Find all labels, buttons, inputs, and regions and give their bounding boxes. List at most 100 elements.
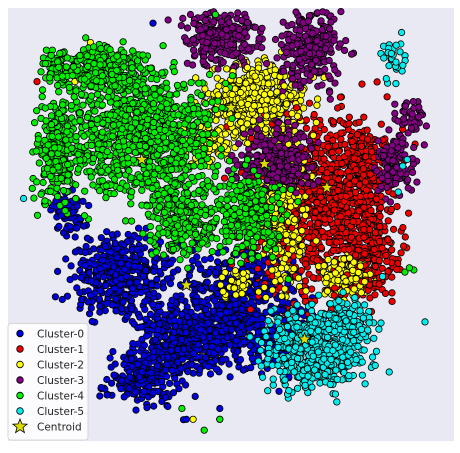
data-point-cluster-1 bbox=[401, 233, 409, 241]
data-point-cluster-3 bbox=[374, 137, 382, 145]
data-point-cluster-2 bbox=[231, 128, 240, 136]
data-point-cluster-0 bbox=[128, 355, 136, 363]
data-point-cluster-0 bbox=[287, 285, 296, 293]
data-point-cluster-0 bbox=[112, 295, 120, 303]
data-point-cluster-0 bbox=[226, 373, 234, 381]
data-point-cluster-0 bbox=[113, 254, 121, 262]
data-point-cluster-1 bbox=[381, 289, 390, 297]
data-point-cluster-1 bbox=[313, 256, 321, 264]
data-point-cluster-0 bbox=[141, 298, 149, 306]
data-point-cluster-0 bbox=[232, 336, 240, 345]
data-point-cluster-3 bbox=[347, 50, 356, 58]
data-point-cluster-3 bbox=[240, 130, 248, 138]
data-point-cluster-1 bbox=[350, 154, 358, 162]
data-point-cluster-0 bbox=[103, 228, 111, 236]
data-point-cluster-1 bbox=[345, 245, 353, 254]
data-point-cluster-2 bbox=[218, 273, 226, 281]
data-point-cluster-1 bbox=[338, 159, 346, 167]
data-point-cluster-1 bbox=[384, 217, 392, 225]
data-point-cluster-2 bbox=[356, 262, 365, 270]
data-point-cluster-0 bbox=[103, 391, 111, 399]
data-point-cluster-0 bbox=[239, 366, 247, 374]
data-point-cluster-0 bbox=[193, 253, 201, 261]
data-point-cluster-3 bbox=[382, 195, 390, 203]
data-point-cluster-1 bbox=[358, 80, 366, 88]
data-point-cluster-2 bbox=[345, 254, 354, 262]
data-point-cluster-1 bbox=[388, 289, 396, 297]
data-point-cluster-0 bbox=[110, 263, 118, 271]
data-point-cluster-0 bbox=[87, 291, 95, 299]
data-point-cluster-1 bbox=[337, 129, 345, 137]
data-point-cluster-0 bbox=[236, 355, 245, 364]
data-point-cluster-0 bbox=[118, 377, 126, 385]
data-point-cluster-3 bbox=[258, 24, 266, 32]
data-point-cluster-4 bbox=[187, 79, 195, 87]
data-point-cluster-2 bbox=[227, 276, 236, 284]
data-point-cluster-2 bbox=[231, 267, 239, 275]
data-point-cluster-1 bbox=[338, 224, 346, 232]
data-point-cluster-3 bbox=[409, 98, 417, 106]
data-point-cluster-1 bbox=[362, 153, 370, 161]
data-point-cluster-0 bbox=[167, 346, 175, 354]
data-point-cluster-1 bbox=[383, 93, 391, 101]
data-point-cluster-3 bbox=[420, 141, 428, 149]
data-point-cluster-2 bbox=[273, 97, 281, 105]
data-point-cluster-1 bbox=[329, 118, 337, 126]
data-point-cluster-2 bbox=[189, 415, 197, 423]
data-point-cluster-1 bbox=[377, 120, 385, 128]
data-point-cluster-0 bbox=[79, 197, 87, 205]
data-point-cluster-1 bbox=[387, 205, 395, 213]
data-point-cluster-0 bbox=[258, 314, 266, 323]
data-point-cluster-1 bbox=[367, 206, 375, 215]
data-point-cluster-0 bbox=[108, 379, 116, 387]
data-point-cluster-0 bbox=[170, 316, 179, 324]
data-point-cluster-0 bbox=[205, 333, 214, 341]
data-point-cluster-0 bbox=[150, 402, 158, 410]
data-point-cluster-2 bbox=[294, 274, 303, 282]
data-point-cluster-0 bbox=[73, 224, 81, 232]
data-point-cluster-3 bbox=[408, 168, 417, 176]
data-point-cluster-3 bbox=[326, 95, 334, 103]
data-point-cluster-3 bbox=[183, 24, 192, 32]
data-point-cluster-0 bbox=[81, 261, 89, 270]
data-point-cluster-0 bbox=[77, 273, 85, 282]
data-point-cluster-2 bbox=[238, 289, 246, 298]
data-point-cluster-0 bbox=[236, 329, 244, 337]
data-point-cluster-1 bbox=[301, 277, 309, 285]
data-point-cluster-4 bbox=[210, 130, 219, 138]
data-point-cluster-0 bbox=[204, 319, 212, 327]
data-point-cluster-1 bbox=[384, 236, 392, 244]
data-point-cluster-1 bbox=[317, 166, 326, 174]
data-point-cluster-3 bbox=[235, 140, 243, 148]
data-point-cluster-3 bbox=[189, 36, 197, 44]
data-point-cluster-2 bbox=[260, 283, 268, 291]
data-point-cluster-1 bbox=[329, 246, 337, 254]
data-point-cluster-0 bbox=[177, 365, 185, 373]
data-point-cluster-3 bbox=[234, 9, 242, 17]
data-point-cluster-0 bbox=[117, 305, 126, 313]
data-point-cluster-1 bbox=[397, 249, 405, 257]
data-point-cluster-3 bbox=[273, 125, 281, 133]
data-point-cluster-1 bbox=[337, 135, 345, 143]
data-point-cluster-0 bbox=[140, 272, 148, 280]
data-point-cluster-0 bbox=[171, 322, 179, 330]
data-point-cluster-0 bbox=[211, 297, 219, 305]
data-point-cluster-0 bbox=[76, 289, 84, 297]
data-point-cluster-0 bbox=[120, 393, 128, 401]
data-point-cluster-0 bbox=[253, 321, 261, 329]
data-point-cluster-0 bbox=[223, 333, 231, 341]
data-point-cluster-1 bbox=[336, 93, 344, 101]
data-point-cluster-2 bbox=[243, 120, 251, 128]
data-point-cluster-1 bbox=[355, 118, 363, 126]
data-point-cluster-2 bbox=[312, 118, 320, 127]
data-point-cluster-2 bbox=[298, 227, 306, 235]
data-point-cluster-0 bbox=[204, 362, 213, 371]
data-point-cluster-0 bbox=[96, 308, 104, 316]
data-point-cluster-0 bbox=[80, 222, 88, 230]
data-point-cluster-0 bbox=[159, 284, 167, 292]
data-point-cluster-1 bbox=[360, 250, 369, 258]
data-point-cluster-0 bbox=[96, 265, 104, 273]
data-point-cluster-0 bbox=[129, 339, 137, 348]
data-point-cluster-0 bbox=[189, 349, 197, 358]
data-point-cluster-1 bbox=[352, 166, 360, 174]
